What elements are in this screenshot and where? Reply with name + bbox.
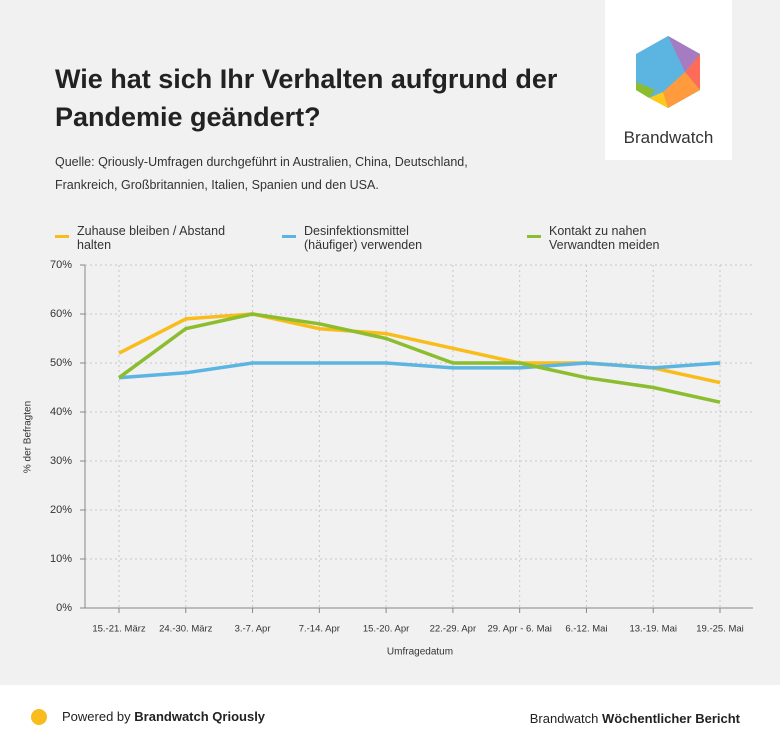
x-tick-label: 22.-29. Apr [430,624,476,635]
x-tick-label: 3.-7. Apr [235,624,271,635]
legend-item: Zuhause bleiben / Abstand halten [55,224,237,252]
logo-text: Brandwatch [623,128,714,147]
x-tick-label: 15.-21. März [92,624,146,635]
report-prefix: Brandwatch [529,711,599,726]
legend-swatch [527,235,541,238]
legend-label: Zuhause bleiben / Abstand halten [77,224,226,252]
y-tick-label: 40% [50,406,72,418]
x-tick-label: 19.-25. Mai [696,624,744,635]
x-tick-label: 24.-30. März [159,624,213,635]
y-tick-label: 30% [50,455,72,467]
powered-by: Powered by Brandwatch Qriously [62,709,265,724]
y-tick-label: 50% [50,357,72,369]
subtitle: Quelle: Qriously-Umfragen durchgeführt i… [55,155,468,192]
powered-brand: Brandwatch Qriously [134,709,266,724]
powered-prefix: Powered by [62,709,131,724]
report-name: Wöchentlicher Bericht [602,711,740,726]
report: Brandwatch Wöchentlicher Bericht [530,711,740,726]
y-axis-label: % der Befragten [23,401,34,473]
x-tick-label: 6.-12. Mai [565,624,607,635]
legend-label: Kontakt zu nahen Verwandten meiden [549,224,660,252]
series-line [117,312,721,404]
legend-swatch [55,235,69,238]
legend-swatch [282,235,296,238]
title: Wie hat sich Ihr Verhalten aufgrund der … [55,64,558,132]
logo-icon [636,36,700,108]
x-axis-label: Umfragedatum [387,647,453,658]
x-tick-label: 15.-20. Apr [363,624,409,635]
y-tick-label: 0% [56,602,72,614]
x-tick-label: 13.-19. Mai [629,624,677,635]
y-tick-label: 70% [50,259,72,271]
legend-item: Kontakt zu nahen Verwandten meiden [527,224,709,252]
y-tick-label: 10% [50,553,72,565]
y-tick-label: 60% [50,308,72,320]
x-tick-label: 7.-14. Apr [299,624,340,635]
footer-dot [31,709,47,725]
logo: Brandwatch [605,0,732,160]
legend-item: Desinfektionsmittel (häufiger) verwenden [282,224,464,252]
chart: Umfragedatum % der Befragten 0% 10% 20% 30%… [23,259,753,658]
y-tick-label: 20% [50,504,72,516]
x-tick-label: 29. Apr - 6. Mai [487,624,551,635]
legend-label: Desinfektionsmittel (häufiger) verwenden [304,224,423,252]
footer: Powered by Brandwatch Qriously Brandwatc… [0,685,780,748]
series-line [118,361,721,380]
